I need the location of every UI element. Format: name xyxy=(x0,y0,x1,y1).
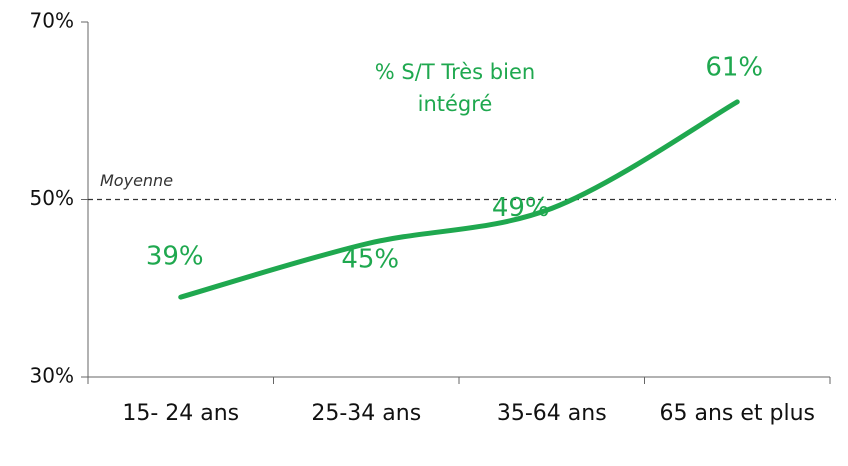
data-label: 45% xyxy=(341,244,399,274)
y-tick-label: 70% xyxy=(30,9,74,33)
x-tick-label: 25-34 ans xyxy=(311,401,422,426)
legend-label: % S/T Très bien intégré xyxy=(374,60,536,116)
reference-label: Moyenne xyxy=(100,171,173,190)
line xyxy=(178,99,740,300)
data-label: 49% xyxy=(492,193,550,223)
data-label: 61% xyxy=(705,52,763,82)
data-label: 39% xyxy=(146,242,204,272)
y-tick-label: 30% xyxy=(30,364,74,388)
y-tick-label: 50% xyxy=(30,186,74,210)
x-tick-label: 15- 24 ans xyxy=(122,401,240,426)
x-tick-label: 65 ans et plus xyxy=(659,401,815,426)
x-tick-label: 35-64 ans xyxy=(496,401,607,426)
